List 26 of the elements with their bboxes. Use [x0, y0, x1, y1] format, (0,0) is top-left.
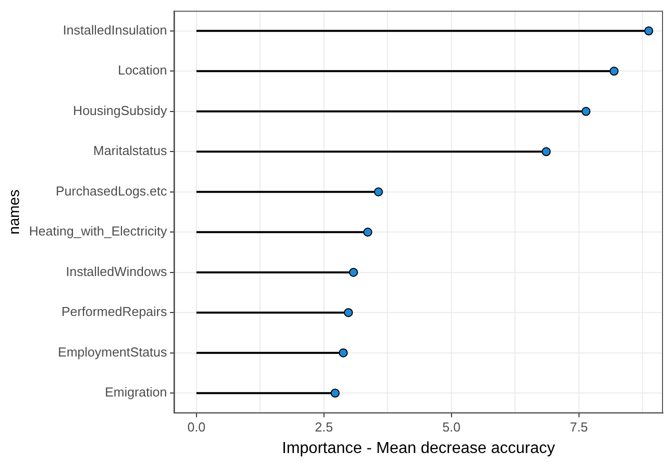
point — [348, 268, 358, 277]
x-tick-label: 2.5 — [314, 420, 333, 435]
point — [363, 228, 372, 237]
point — [330, 388, 340, 398]
y-tick-label: PurchasedLogs.etc — [56, 183, 168, 198]
y-tick-label: InstalledInsulation — [62, 22, 168, 38]
point — [610, 66, 619, 76]
y-tick-label: Emigration — [104, 384, 168, 400]
x-tick-label: 5.0 — [442, 420, 460, 435]
y-tick-label: HousingSubsidy — [73, 102, 168, 118]
point — [344, 308, 353, 318]
y-tick-label: Heating_with_Electricity — [28, 224, 168, 239]
y-tick-label: Maritalstatus — [93, 143, 168, 158]
y-tick-label: EmploymentStatus — [58, 344, 168, 360]
point — [644, 26, 654, 36]
point — [542, 147, 551, 156]
x-axis-title: Importance - Mean decrease accuracy — [282, 440, 556, 457]
y-tick-label: InstalledWindows — [66, 264, 168, 279]
y-tick-label: Location — [118, 62, 168, 78]
y-axis-title: names — [6, 189, 24, 235]
y-tick-label: PerformedRepairs — [62, 304, 168, 320]
point — [582, 106, 591, 116]
point — [374, 187, 383, 196]
x-tick-label: 7.5 — [570, 420, 588, 435]
x-tick-label: 0.0 — [187, 420, 206, 435]
point — [338, 348, 348, 358]
